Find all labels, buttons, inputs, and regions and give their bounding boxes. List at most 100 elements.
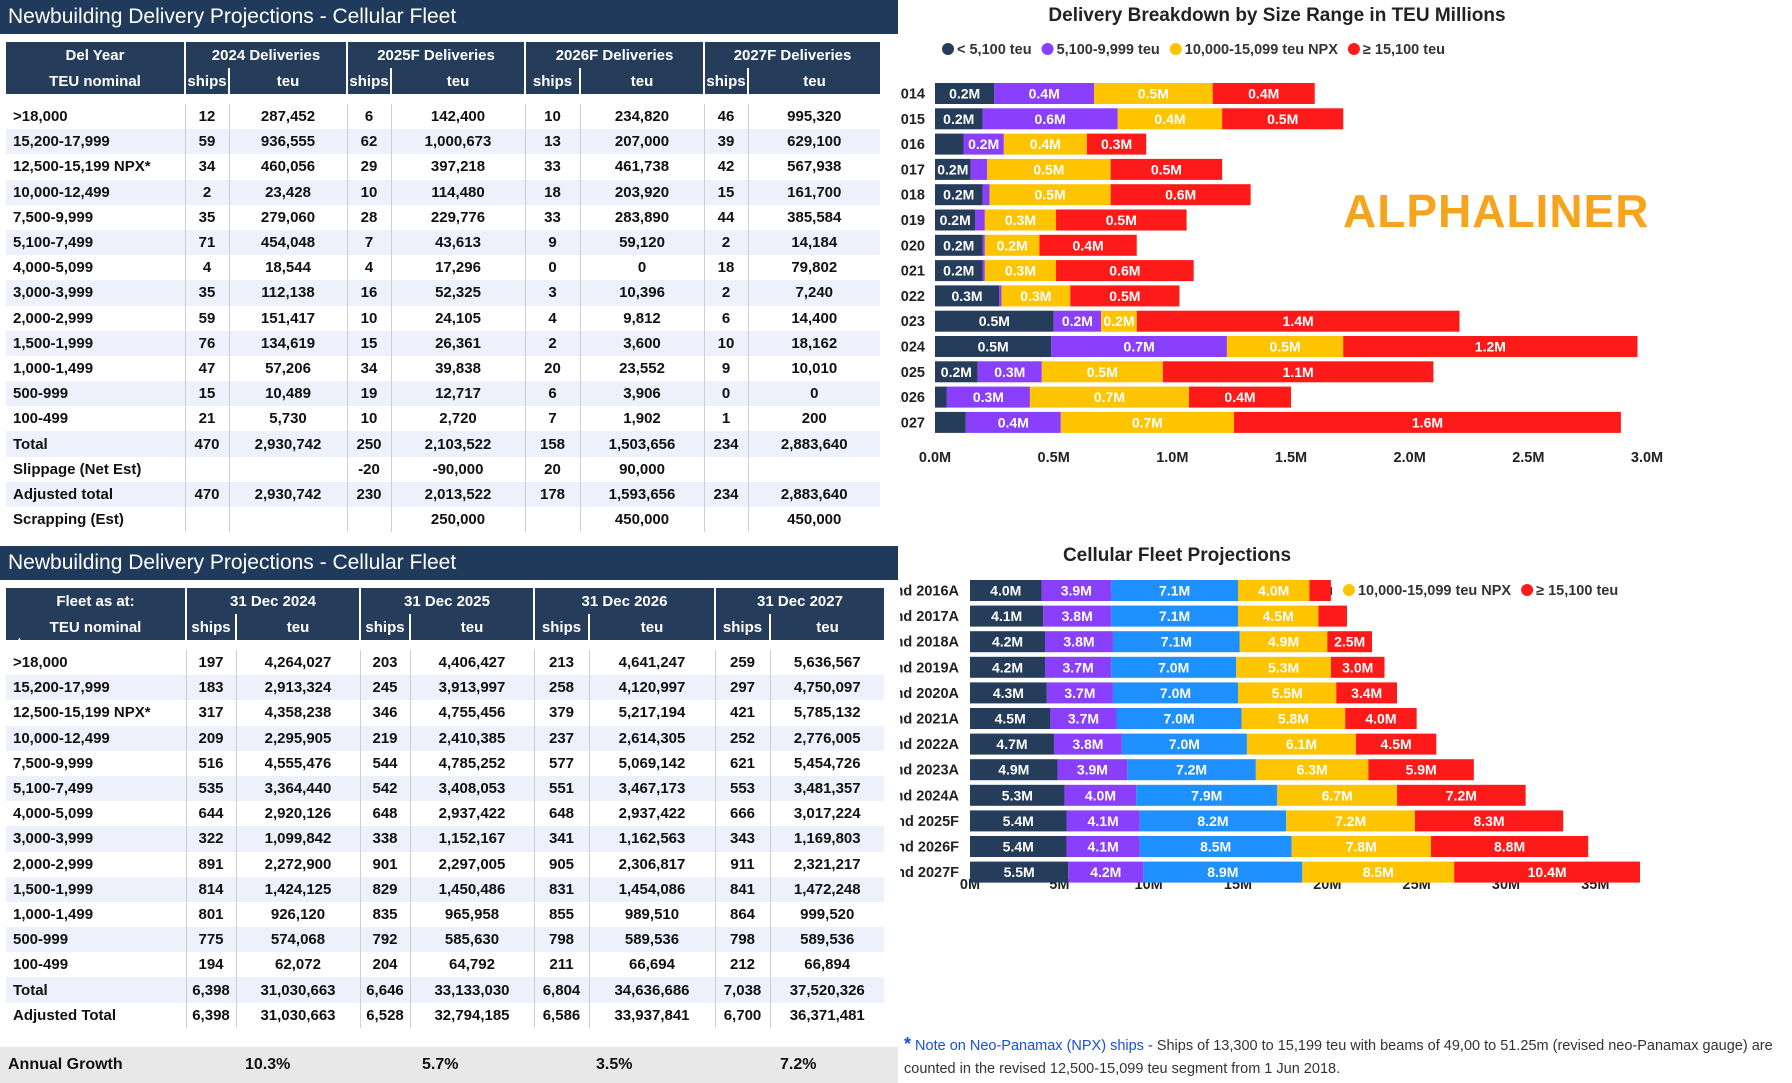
- footnote-star: *: [904, 1034, 912, 1054]
- x-tick-label: 0.5M: [1038, 450, 1070, 466]
- bar-segment: [970, 733, 1054, 755]
- table-cell: 32,794,185: [409, 1002, 534, 1028]
- x-tick-label: 3.0M: [1631, 450, 1663, 466]
- data-label: 7.1M: [1159, 583, 1190, 599]
- table-cell: 3,906: [579, 381, 705, 407]
- table-cell: 1,000,673: [390, 129, 526, 155]
- row-label: 4,000-5,099: [13, 805, 94, 823]
- legend-label: 10,000-15,099 teu NPX: [1358, 583, 1511, 599]
- bar-segment: [970, 682, 1047, 704]
- bar-segment: [1241, 708, 1346, 729]
- table-cell: 831: [533, 876, 589, 902]
- bar-segment: [935, 108, 983, 130]
- table-row: 7,500-9,999 35 279,060 28 229,776 33 283,890 44…: [6, 204, 881, 230]
- data-label: 4.9M: [1268, 634, 1299, 650]
- deliveries-table: Del Year 2024 Deliveries 2025F Deliveries 2…: [6, 42, 881, 533]
- table-cell: 200: [747, 406, 881, 432]
- table-cell: 338: [359, 826, 410, 852]
- table-cell: 52,325: [390, 280, 526, 306]
- table-cell: 2: [524, 330, 581, 356]
- table-cell: 31,030,663: [235, 977, 360, 1003]
- data-label: 6.1M: [1286, 736, 1317, 752]
- fleet-header-2: 31 Dec 2025: [359, 588, 534, 614]
- chart-title: Delivery Breakdown by Size Range in TEU …: [1048, 5, 1505, 26]
- table-cell: 90,000: [579, 456, 705, 482]
- table-cell: 24,105: [390, 305, 526, 331]
- legend-label: ≥ 15,100 teu: [1363, 42, 1445, 58]
- deliveries-subheader-8: teu: [747, 68, 881, 94]
- bar-segment: [1111, 580, 1238, 601]
- data-label: 0.5M: [1087, 364, 1118, 380]
- table-cell: 10,489: [228, 381, 348, 407]
- table-cell: 4,555,476: [235, 750, 360, 776]
- table-cell: 1,152,167: [409, 826, 534, 852]
- table-cell: 544: [359, 750, 410, 776]
- table-cell: 112,138: [228, 280, 348, 306]
- bar-segment: [970, 158, 988, 180]
- bar-segment: [1336, 682, 1398, 704]
- bar-segment: [1343, 336, 1638, 357]
- data-label: 4.5M: [995, 711, 1026, 727]
- data-label: 0.5M: [1106, 212, 1137, 228]
- bar-segment: [1286, 810, 1415, 832]
- table-cell: 4,406,427: [409, 650, 534, 676]
- table-row: 500-999 775 574,068 792 585,630 798 589,536 798…: [6, 927, 884, 953]
- table-cell: 0: [703, 381, 749, 407]
- bar-segment: [1070, 285, 1180, 307]
- table-row: 1,000-1,499 801 926,120 835 965,958 855 989,51…: [6, 901, 884, 928]
- table-cell: 212: [714, 952, 770, 978]
- table-cell: 6,586: [533, 1002, 589, 1028]
- data-label: 0.4M: [998, 414, 1029, 430]
- table-cell: 2: [184, 179, 229, 205]
- legend-marker: [942, 43, 954, 55]
- data-label: 3.8M: [1062, 608, 1093, 624]
- data-label: 7.1M: [1161, 634, 1192, 650]
- bar-segment: [1318, 605, 1347, 627]
- row-label: 15,200-17,999: [6, 129, 185, 155]
- data-label: 1.1M: [1283, 364, 1314, 380]
- table-cell: 16: [346, 280, 392, 306]
- npx-note-link[interactable]: Note on Neo-Panamax (NPX) ships: [915, 1038, 1144, 1054]
- table-cell: 59,120: [579, 229, 705, 256]
- row-label: 7,500-9,999: [13, 208, 94, 226]
- table-cell: 926,120: [235, 901, 360, 928]
- table-cell: 2,883,640: [747, 481, 881, 507]
- table-cell: 648: [359, 801, 410, 827]
- bar-segment: [1112, 682, 1238, 704]
- bar-segment: [970, 631, 1046, 653]
- bar-segment: [1041, 580, 1112, 601]
- fleet-subheader-2: teu: [235, 614, 360, 640]
- table-cell: 64,792: [409, 952, 534, 978]
- data-label: 1.4M: [1283, 313, 1314, 329]
- deliveries-subheader-0[interactable]: TEU nominal: [6, 68, 185, 94]
- chart-title: Cellular Fleet Projections: [1063, 545, 1291, 566]
- deliveries-header-2: 2025F Deliveries: [346, 42, 526, 68]
- table-cell: 397,218: [390, 154, 526, 180]
- data-label: 4.0M: [990, 583, 1021, 599]
- data-label: 0.2M: [940, 212, 971, 228]
- table-cell: 2,103,522: [390, 431, 526, 457]
- growth-value-2027: 7.2%: [780, 1056, 817, 1073]
- data-label: 8.5M: [1200, 839, 1231, 855]
- table-cell: 343: [714, 826, 770, 852]
- bar-segment: [1111, 605, 1238, 627]
- table-cell: 33: [524, 204, 581, 230]
- data-label: 6.7M: [1322, 787, 1353, 803]
- fleet-subheader-0[interactable]: TEU nominal: [6, 614, 186, 640]
- bar-segment: [1039, 234, 1137, 256]
- data-label: 4.7M: [996, 736, 1027, 752]
- category-label: end 2022A: [900, 737, 960, 753]
- bar-segment: [935, 285, 1000, 307]
- table-cell: 9,812: [579, 305, 705, 331]
- row-label: 500-999: [6, 381, 185, 407]
- data-label: 0.5M: [1270, 339, 1301, 355]
- table-cell: [703, 456, 749, 482]
- data-label: 7.2M: [1446, 787, 1477, 803]
- sort-ascending-icon[interactable]: ▲: [14, 635, 25, 647]
- bar-segment: [1110, 184, 1251, 206]
- table-row: 15,200-17,999 183 2,913,324 245 3,913,997 258…: [6, 675, 884, 701]
- delivery-breakdown-chart: Delivery Breakdown by Size Range in TEU …: [900, 5, 1663, 466]
- table-cell: 230: [346, 481, 392, 507]
- data-label: 5.3M: [1268, 659, 1299, 675]
- table-cell: 42: [703, 154, 749, 180]
